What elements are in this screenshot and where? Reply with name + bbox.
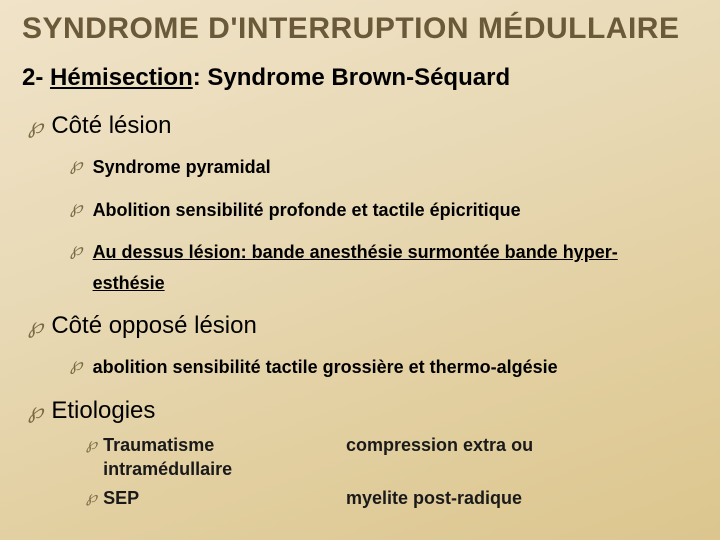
- subtitle-suffix: : Syndrome Brown-Séquard: [193, 64, 510, 91]
- item-text: Au dessus lésion: bande anesthésie surmo…: [93, 237, 618, 298]
- bullet-icon: ℘: [28, 400, 43, 422]
- section-label: Côté opposé lésion: [51, 312, 256, 340]
- etiologies-right-cell: compression extra ou: [346, 433, 533, 457]
- subtitle-underlined: Hémisection: [50, 64, 193, 91]
- item-text-line2: esthésie: [93, 273, 165, 293]
- item-text: Abolition sensibilité profonde et tactil…: [93, 195, 521, 226]
- etiologies-left-cell: ℘ SEP: [86, 486, 346, 510]
- bullet-icon: ℘: [86, 433, 97, 457]
- section-header: ℘ Côté lésion: [28, 112, 698, 140]
- slide-title: SYNDROME D'INTERRUPTION MÉDULLAIRE: [22, 12, 698, 46]
- cell-text: SEP: [103, 486, 139, 510]
- section-label: Côté lésion: [51, 112, 171, 140]
- bullet-icon: ℘: [86, 486, 97, 510]
- bullet-icon: ℘: [28, 115, 43, 137]
- item-text: Syndrome pyramidal: [93, 152, 271, 183]
- etiologies-row: ℘ SEP myelite post-radique: [86, 486, 698, 510]
- section-header: ℘ Etiologies: [28, 397, 698, 425]
- bullet-icon: ℘: [70, 152, 83, 177]
- cell-line2: intramédullaire: [103, 459, 232, 479]
- bullet-icon: ℘: [70, 195, 83, 220]
- section-cote-lesion: ℘ Côté lésion ℘ Syndrome pyramidal ℘ Abo…: [28, 112, 698, 298]
- etiologies-right-cell: myelite post-radique: [346, 486, 522, 510]
- item-text: abolition sensibilité tactile grossière …: [93, 352, 558, 383]
- etiologies-row: ℘ Traumatisme intramédullaire compressio…: [86, 433, 698, 482]
- bullet-icon: ℘: [70, 237, 83, 262]
- cell-line1: Traumatisme: [103, 435, 214, 455]
- item-text-line1: Au dessus lésion: bande anesthésie surmo…: [93, 242, 618, 262]
- list-item: ℘ Au dessus lésion: bande anesthésie sur…: [70, 237, 698, 298]
- section-cote-oppose: ℘ Côté opposé lésion ℘ abolition sensibi…: [28, 312, 698, 383]
- bullet-icon: ℘: [70, 352, 83, 377]
- etiologies-left-cell: ℘ Traumatisme intramédullaire: [86, 433, 346, 482]
- slide-subtitle: 2- Hémisection: Syndrome Brown-Séquard: [22, 64, 698, 92]
- subtitle-prefix: 2-: [22, 64, 50, 91]
- list-item: ℘ Abolition sensibilité profonde et tact…: [70, 195, 698, 226]
- list-item: ℘ Syndrome pyramidal: [70, 152, 698, 183]
- section-label: Etiologies: [51, 397, 155, 425]
- cell-text: Traumatisme intramédullaire: [103, 433, 232, 482]
- bullet-icon: ℘: [28, 315, 43, 337]
- etiologies-grid: ℘ Traumatisme intramédullaire compressio…: [86, 433, 698, 510]
- section-etiologies: ℘ Etiologies ℘ Traumatisme intramédullai…: [28, 397, 698, 510]
- section-header: ℘ Côté opposé lésion: [28, 312, 698, 340]
- list-item: ℘ abolition sensibilité tactile grossièr…: [70, 352, 698, 383]
